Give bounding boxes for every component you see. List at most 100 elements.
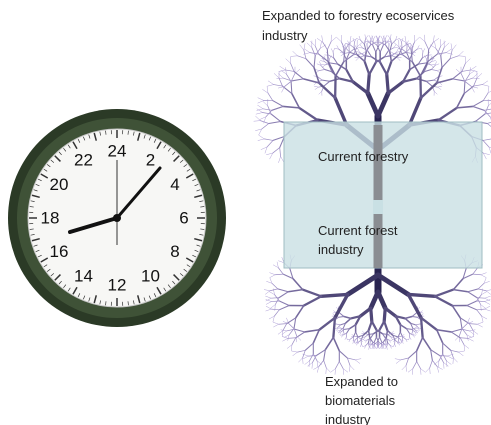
branch bbox=[336, 45, 340, 50]
branch bbox=[439, 355, 444, 363]
branch bbox=[419, 60, 429, 77]
clock-tick bbox=[167, 284, 171, 289]
branch bbox=[483, 277, 487, 284]
branch bbox=[370, 56, 381, 64]
branch bbox=[256, 108, 264, 111]
branch bbox=[400, 339, 404, 342]
branch bbox=[372, 41, 378, 46]
clock-ticks bbox=[29, 130, 205, 306]
branch bbox=[416, 361, 421, 369]
clock-tick bbox=[99, 300, 101, 305]
branch bbox=[430, 65, 436, 70]
clock-tick bbox=[192, 254, 197, 258]
branch bbox=[440, 47, 445, 56]
clock-tick bbox=[93, 295, 98, 304]
branch bbox=[387, 342, 391, 346]
branch bbox=[286, 317, 297, 325]
branch bbox=[397, 335, 403, 338]
branch bbox=[385, 341, 388, 345]
branch bbox=[357, 336, 362, 340]
branch bbox=[375, 343, 379, 347]
clock-tick bbox=[35, 184, 40, 187]
branch bbox=[469, 330, 475, 335]
branch bbox=[262, 112, 272, 115]
branch bbox=[410, 49, 413, 63]
branch bbox=[394, 343, 396, 348]
branch bbox=[433, 35, 435, 43]
branch bbox=[401, 365, 407, 371]
branch bbox=[385, 337, 390, 341]
branch bbox=[395, 359, 402, 364]
branch bbox=[476, 294, 482, 302]
branch bbox=[338, 330, 341, 334]
branch bbox=[482, 80, 489, 85]
branch bbox=[372, 35, 376, 40]
branch bbox=[375, 90, 391, 119]
branch bbox=[338, 315, 345, 318]
branch bbox=[348, 323, 357, 330]
clock-tick bbox=[148, 136, 151, 141]
clock-number: 2 bbox=[146, 150, 155, 169]
clock-number: 16 bbox=[50, 242, 69, 261]
branch bbox=[259, 116, 267, 120]
branch bbox=[405, 42, 408, 48]
branch bbox=[385, 72, 390, 95]
branch bbox=[356, 342, 359, 346]
branch bbox=[278, 77, 283, 87]
branch bbox=[396, 57, 401, 61]
branch bbox=[348, 42, 351, 48]
clock-tick bbox=[167, 147, 171, 152]
branch bbox=[396, 48, 399, 53]
branch bbox=[482, 140, 490, 148]
branch bbox=[433, 288, 455, 298]
branch bbox=[283, 334, 290, 338]
branch bbox=[336, 327, 338, 331]
branch bbox=[434, 63, 440, 66]
branch bbox=[364, 345, 366, 349]
branch bbox=[461, 328, 470, 332]
branch bbox=[408, 350, 418, 359]
branch bbox=[338, 77, 355, 83]
branch bbox=[393, 44, 397, 49]
branch bbox=[486, 123, 491, 127]
branch bbox=[302, 355, 309, 360]
branch bbox=[407, 96, 423, 127]
branch bbox=[367, 320, 373, 332]
clock-tick bbox=[54, 155, 61, 162]
branch bbox=[306, 42, 313, 48]
branch bbox=[314, 69, 320, 71]
branch bbox=[415, 325, 418, 329]
branch bbox=[278, 267, 284, 275]
branch bbox=[398, 46, 404, 56]
branch bbox=[362, 330, 365, 334]
branch bbox=[372, 44, 377, 53]
branch bbox=[296, 335, 302, 341]
branch bbox=[420, 368, 426, 373]
branch bbox=[343, 49, 346, 63]
branch bbox=[292, 351, 298, 356]
branch bbox=[368, 289, 381, 311]
branch bbox=[354, 358, 362, 361]
branch bbox=[352, 331, 357, 338]
branch bbox=[409, 52, 414, 60]
branch bbox=[303, 52, 311, 55]
branch bbox=[263, 138, 274, 141]
branch bbox=[485, 289, 491, 291]
clock-center bbox=[113, 214, 121, 222]
branch bbox=[405, 42, 412, 51]
branch bbox=[313, 366, 319, 370]
branch bbox=[344, 336, 347, 340]
branch bbox=[484, 105, 489, 115]
branch bbox=[324, 68, 333, 73]
clock-tick bbox=[46, 164, 51, 168]
branch bbox=[473, 77, 478, 87]
branch bbox=[375, 35, 378, 40]
clock-tick bbox=[43, 264, 48, 268]
branch bbox=[266, 140, 274, 148]
branch bbox=[381, 344, 384, 348]
branch bbox=[347, 338, 351, 341]
branch bbox=[459, 337, 465, 346]
branch bbox=[319, 292, 350, 299]
